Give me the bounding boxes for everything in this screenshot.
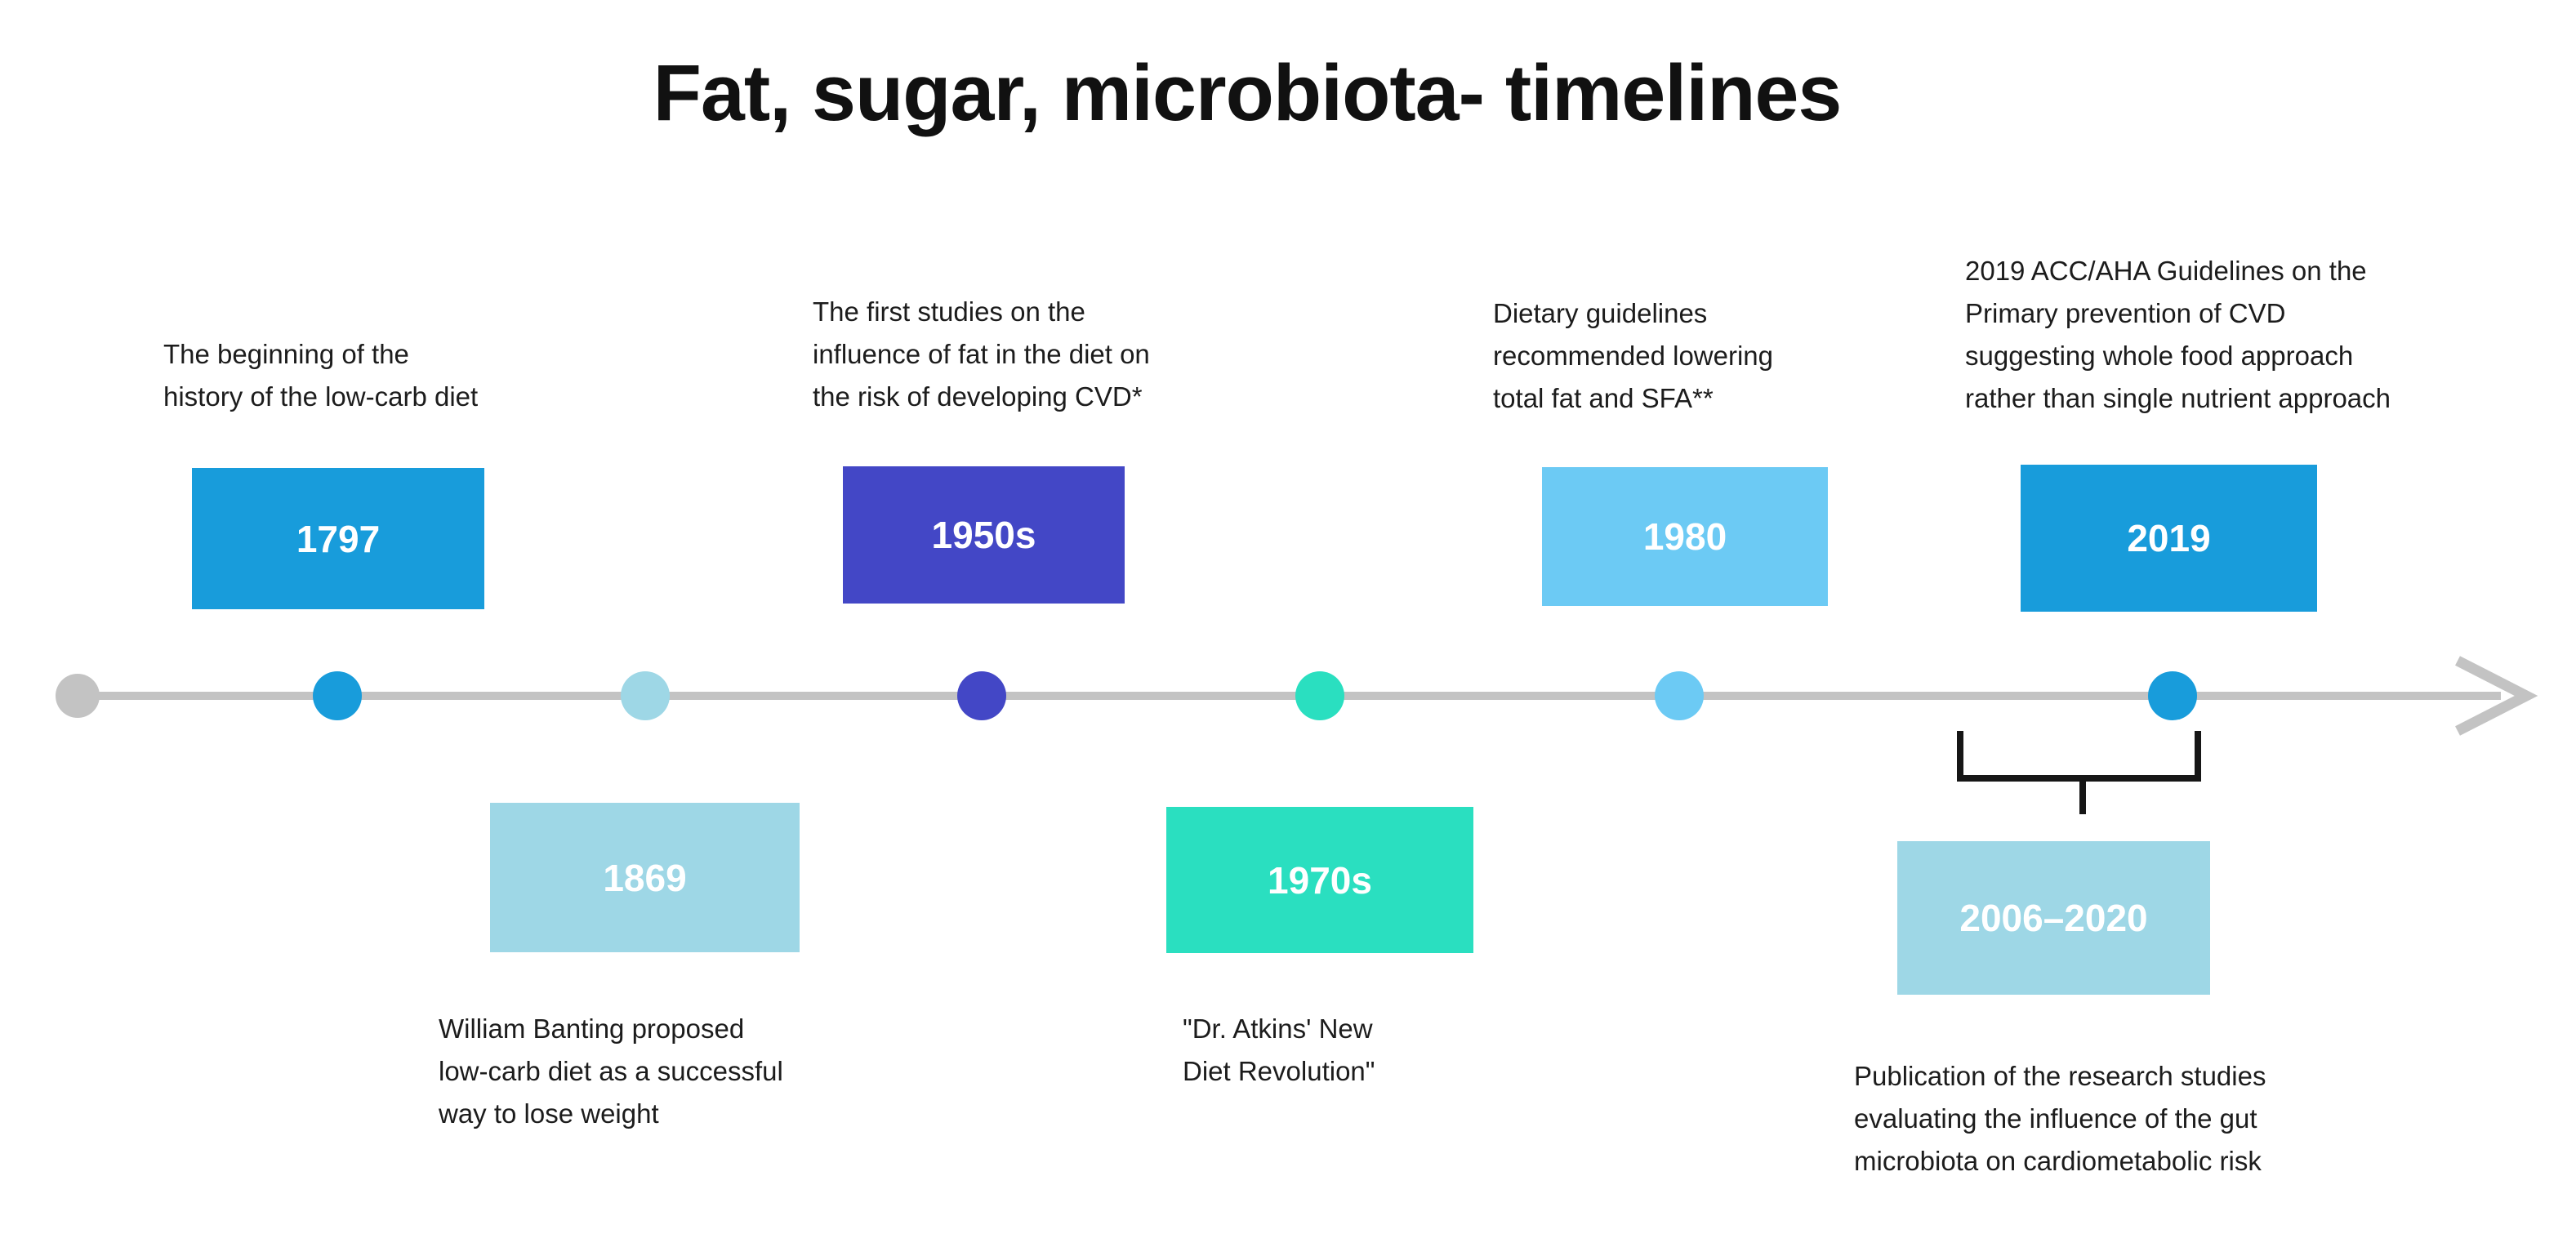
event-dot	[1655, 671, 1704, 720]
event-year-box: 2019	[2021, 465, 2317, 612]
bracket-bottom-bar	[1957, 775, 2201, 782]
event-dot	[957, 671, 1006, 720]
event-description: 2019 ACC/AHA Guidelines on the Primary p…	[1965, 256, 2391, 413]
event-description: Dietary guidelines recommended lowering …	[1493, 298, 1774, 413]
event-description: The beginning of the history of the low-…	[163, 339, 479, 412]
arrowhead-icon	[2455, 656, 2538, 736]
event-year-box: 2006–2020	[1897, 841, 2210, 995]
event-description: "Dr. Atkins' New Diet Revolution"	[1183, 1013, 1375, 1086]
bracket-right-arm	[2195, 731, 2201, 782]
bracket-stem	[2079, 782, 2086, 814]
event-dot	[621, 671, 670, 720]
event-dot	[313, 671, 362, 720]
event-year-label: 1797	[296, 517, 381, 560]
event-year-box: 1950s	[843, 466, 1125, 604]
event-description: William Banting proposed low-carb diet a…	[439, 1013, 783, 1129]
event-year-label: 2006–2020	[1959, 897, 2148, 939]
event-year-box: 1869	[490, 803, 800, 952]
event-year-box: 1980	[1542, 467, 1828, 606]
event-year-box: 1797	[192, 468, 484, 609]
page-title: Fat, sugar, microbiota- timelines	[653, 48, 1843, 137]
event-year-label: 1950s	[931, 514, 1036, 556]
event-dot	[2148, 671, 2197, 720]
timeline-axis	[74, 692, 2501, 700]
event-description: The first studies on the influence of fa…	[813, 296, 1150, 412]
event-year-label: 1970s	[1268, 858, 1372, 902]
event-year-label: 1869	[603, 856, 687, 899]
event-description: Publication of the research studies eval…	[1854, 1061, 2266, 1176]
event-dot	[1295, 671, 1344, 720]
event-year-label: 2019	[2127, 517, 2211, 559]
bracket-left-arm	[1957, 731, 1963, 782]
event-year-box: 1970s	[1166, 807, 1473, 953]
timeline-start-dot	[56, 674, 100, 718]
event-year-label: 1980	[1642, 515, 1727, 558]
